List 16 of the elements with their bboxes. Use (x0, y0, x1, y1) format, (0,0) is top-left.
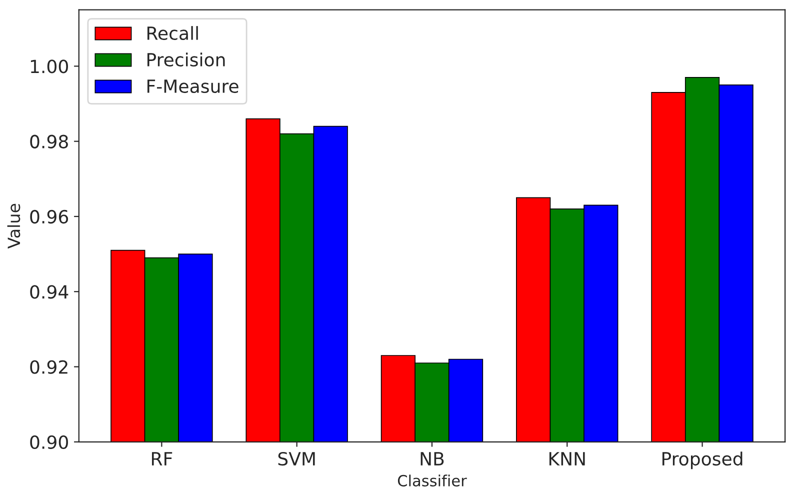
legend-label: Recall (147, 26, 198, 40)
y-tick-label: 0.92 (30, 360, 68, 374)
y-tick-label: 0.98 (30, 134, 68, 148)
x-tick-label: KNN (549, 452, 585, 466)
y-tick-label: 0.90 (30, 435, 68, 450)
y-axis-title: Value (7, 204, 20, 249)
x-tick-label: NB (420, 452, 444, 466)
legend-label: Precision (147, 52, 225, 67)
x-axis-title: Classifier (398, 474, 467, 486)
x-tick-label: SVM (278, 452, 315, 466)
y-tick-label: 0.94 (30, 285, 68, 299)
y-tick-label: 0.96 (30, 210, 68, 224)
x-tick-label: Proposed (662, 452, 742, 470)
legend-label: F-Measure (147, 80, 238, 94)
y-tick-label: 1.00 (30, 60, 68, 74)
x-tick-label: RF (152, 452, 172, 466)
